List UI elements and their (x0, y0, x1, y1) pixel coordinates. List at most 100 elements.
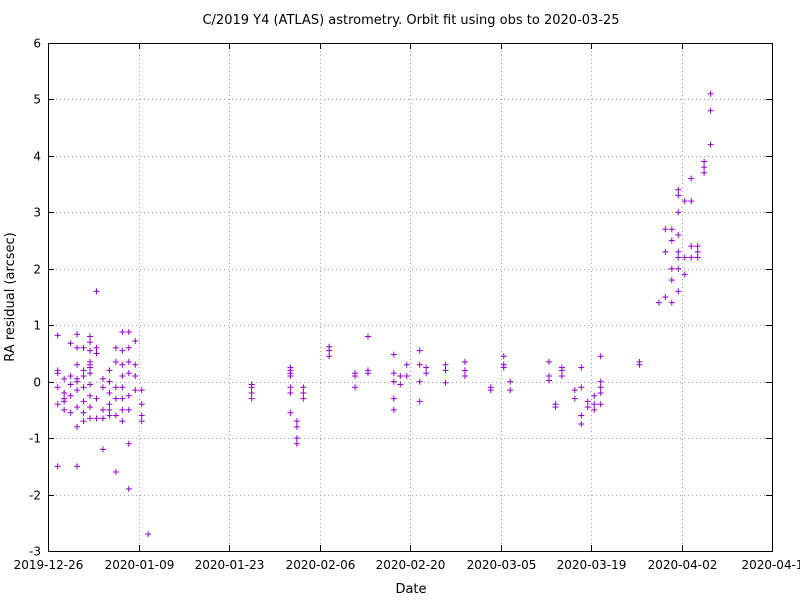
data-point (112, 358, 119, 365)
x-tick-label: 2020-02-20 (376, 558, 446, 572)
data-point (80, 398, 87, 405)
data-point (352, 384, 359, 391)
data-point (119, 418, 126, 425)
data-point (125, 328, 132, 335)
data-point (584, 404, 591, 411)
y-tick-label: 1 (33, 319, 41, 333)
data-point (578, 412, 585, 419)
data-point (694, 254, 701, 261)
data-point (119, 347, 126, 354)
data-point (558, 373, 565, 380)
data-point (423, 364, 430, 371)
data-point (390, 378, 397, 385)
data-point (701, 158, 708, 165)
data-point (397, 381, 404, 388)
data-point (87, 361, 94, 368)
data-point (61, 398, 68, 405)
data-point (597, 389, 604, 396)
data-point (668, 237, 675, 244)
data-point (597, 353, 604, 360)
data-point (99, 406, 106, 413)
data-point (571, 387, 578, 394)
x-tick-label: 2020-01-09 (105, 558, 175, 572)
x-tick-label: 2020-02-06 (286, 558, 356, 572)
data-point (578, 384, 585, 391)
data-point (248, 389, 255, 396)
data-point (390, 406, 397, 413)
data-point (688, 243, 695, 250)
y-tick-label: 4 (33, 150, 41, 164)
data-point (668, 299, 675, 306)
y-tick-label: -1 (29, 432, 41, 446)
data-point (416, 398, 423, 405)
data-point (67, 392, 74, 399)
y-tick-label: 6 (33, 37, 41, 51)
data-point (106, 412, 113, 419)
data-point (93, 288, 100, 295)
data-point (675, 288, 682, 295)
data-point (707, 90, 714, 97)
data-point (106, 401, 113, 408)
data-point (326, 347, 333, 354)
data-point (403, 373, 410, 380)
data-point (138, 387, 145, 394)
data-point (99, 384, 106, 391)
data-point (125, 406, 132, 413)
data-point (93, 415, 100, 422)
data-point (688, 254, 695, 261)
data-point (87, 339, 94, 346)
data-point (675, 254, 682, 261)
data-point (112, 412, 119, 419)
data-point (675, 209, 682, 216)
x-tick-label: 2020-04-02 (648, 558, 718, 572)
data-point (145, 531, 152, 538)
data-point (125, 392, 132, 399)
data-point (106, 378, 113, 385)
grid-lines (48, 43, 772, 551)
x-axis-label: Date (395, 582, 426, 597)
data-point (80, 367, 87, 374)
data-point (578, 364, 585, 371)
data-point (293, 435, 300, 442)
data-point (87, 392, 94, 399)
data-point (293, 418, 300, 425)
data-point (500, 353, 507, 360)
data-point (74, 387, 81, 394)
y-tick-label: 5 (33, 93, 41, 107)
data-point (442, 367, 449, 374)
data-point (87, 415, 94, 422)
data-point (74, 463, 81, 470)
y-tick-label: -3 (29, 545, 41, 559)
data-point (74, 344, 81, 351)
data-point (54, 463, 61, 470)
data-point (112, 344, 119, 351)
x-tick-label: 2020-01-23 (195, 558, 265, 572)
x-tick-label: 2020-03-19 (557, 558, 627, 572)
data-point (61, 406, 68, 413)
data-point (67, 373, 74, 380)
data-point (442, 361, 449, 368)
data-point (67, 381, 74, 388)
data-point (675, 186, 682, 193)
data-point (125, 370, 132, 377)
data-point (61, 389, 68, 396)
data-point (67, 409, 74, 416)
data-point (701, 169, 708, 176)
data-point (423, 370, 430, 377)
data-point (675, 231, 682, 238)
data-point (87, 381, 94, 388)
data-point (668, 265, 675, 272)
data-point (545, 358, 552, 365)
data-point (87, 333, 94, 340)
data-point (293, 440, 300, 447)
data-point (54, 384, 61, 391)
data-point (688, 198, 695, 205)
data-point (132, 373, 139, 380)
data-point (248, 384, 255, 391)
data-point (54, 367, 61, 374)
data-point (461, 358, 468, 365)
data-point (99, 375, 106, 382)
data-point (500, 364, 507, 371)
